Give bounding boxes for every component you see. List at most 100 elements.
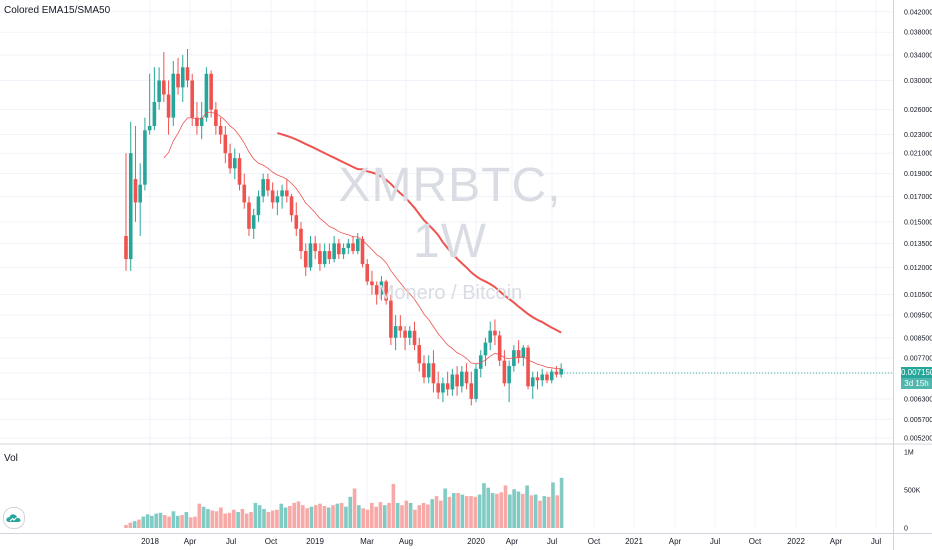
candle-body-down (247, 202, 251, 229)
volume-bar (184, 512, 189, 528)
candle-body-down (545, 374, 549, 381)
candle-body-down (133, 179, 138, 203)
candle-body-down (270, 190, 275, 203)
volume-bar (313, 505, 318, 528)
candle-body-up (460, 371, 464, 387)
volume-bar (370, 502, 374, 528)
time-axis-tick-label: Apr (184, 537, 197, 546)
candle-body-up (341, 247, 346, 255)
time-axis-tick-label: 2020 (467, 537, 485, 546)
volume-bar (163, 515, 167, 528)
price-axis-tick-label: 0.007700 (904, 355, 932, 362)
volume-bar (378, 502, 383, 528)
time-axis-tick-label: 2021 (625, 537, 643, 546)
volume-bar (279, 503, 284, 528)
candle-body-down (374, 285, 379, 295)
candle-body-down (209, 73, 213, 110)
candle-body-down (445, 383, 450, 390)
volume-bar (439, 500, 443, 528)
candle-body-down (502, 360, 507, 384)
volume-bar (447, 496, 452, 528)
study-legend-label[interactable]: Colored EMA15/SMA50 (4, 5, 111, 16)
candle-body-down (285, 190, 289, 197)
volume-bar (335, 503, 340, 528)
price-axis-tick-label: 0.006300 (904, 396, 932, 403)
volume-bar (469, 496, 473, 528)
volume-bar (175, 515, 180, 528)
price-axis-tick-label: 0.042000 (904, 9, 932, 16)
volume-bar (503, 485, 508, 528)
time-axis-tick-label: Aug (399, 537, 413, 546)
candle-body-up (157, 80, 161, 102)
volume-bar (456, 493, 460, 528)
candle-body-down (327, 251, 332, 260)
candle-body-down (554, 371, 559, 375)
price-axis-tick-label: 0.021000 (904, 151, 932, 158)
candle-body-up (393, 326, 398, 338)
volume-bar (387, 502, 391, 528)
price-axis-tick-label: 0.030000 (904, 78, 932, 85)
volume-bar (262, 509, 266, 528)
time-axis-tick-label: Jul (226, 537, 236, 546)
candle-body-down (493, 330, 497, 336)
volume-bar (244, 513, 249, 528)
volume-bar (124, 524, 128, 528)
candle-body-up (143, 130, 147, 185)
volume-bar (546, 496, 551, 528)
candle-body-up (559, 368, 563, 375)
volume-bar (206, 509, 210, 528)
volume-bar (542, 496, 547, 528)
volume-bar (141, 516, 146, 528)
candle-body-up (530, 377, 535, 387)
volume-bar (292, 502, 296, 528)
tradingview-cloud-icon (6, 514, 21, 522)
candle-body-down (497, 335, 502, 361)
time-axis-tick-label: Oct (265, 537, 278, 546)
candle-body-up (474, 368, 478, 399)
candle-body-up (450, 374, 455, 390)
candle-body-down (526, 347, 530, 387)
volume-bar (426, 504, 430, 528)
volume-bar (477, 494, 482, 528)
volume-bar (395, 502, 400, 528)
candle-body-up (355, 238, 360, 252)
candle-body-up (322, 251, 327, 265)
volume-bar (408, 502, 413, 528)
candle-body-up (478, 355, 483, 369)
price-axis-tick-label: 0.009500 (904, 313, 932, 320)
price-axis-tick-label: 0.038000 (904, 30, 932, 37)
volume-bar (180, 515, 184, 528)
volume-bar (421, 502, 426, 528)
tradingview-logo[interactable] (3, 507, 25, 529)
volume-bar (443, 488, 447, 528)
candle-body-up (199, 117, 204, 126)
volume-bar (240, 509, 245, 528)
volume-bar (339, 502, 344, 528)
candle-body-down (228, 153, 232, 169)
time-axis-tick-label: Apr (506, 537, 519, 546)
volume-bar (559, 477, 564, 528)
volume-bar (210, 510, 215, 528)
volume-bar (132, 521, 137, 528)
volume-bar (365, 509, 370, 528)
candle-body-down (431, 363, 436, 384)
candle-body-up (308, 243, 313, 268)
candle-body-down (294, 215, 299, 229)
last-price-tag: 0.007150 (901, 367, 932, 379)
volume-bar (201, 506, 206, 528)
volume-bar (232, 509, 236, 528)
volume-bar (171, 511, 176, 528)
volume-bar (257, 505, 262, 528)
volume-bar (499, 492, 504, 528)
volume-bar (525, 485, 529, 528)
volume-bar (404, 500, 409, 528)
candle-body-up (483, 342, 488, 356)
time-axis-tick-label: Oct (749, 537, 762, 546)
volume-bar (357, 505, 361, 528)
volume-bar (275, 509, 279, 528)
volume-bar (551, 482, 555, 528)
volume-legend-label[interactable]: Vol (4, 453, 18, 464)
time-axis-tick-label: Oct (588, 537, 601, 546)
